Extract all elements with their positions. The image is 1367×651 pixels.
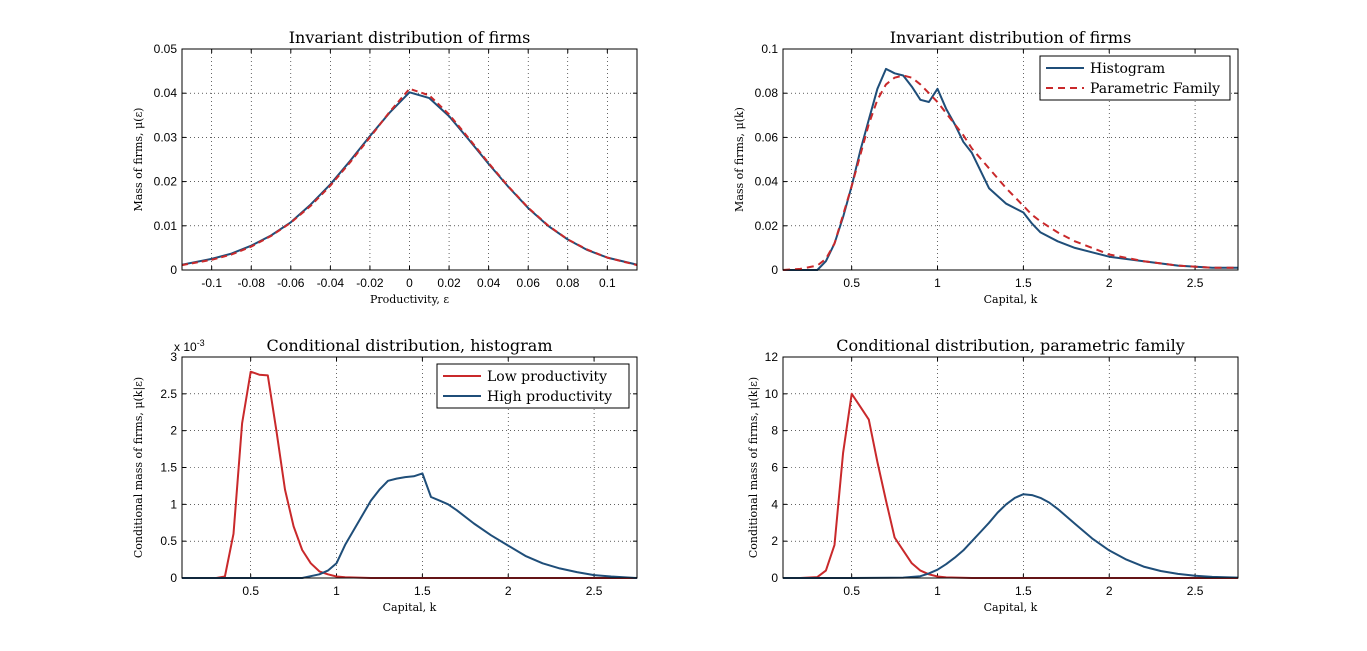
y-tick-label: 0.04 bbox=[154, 86, 178, 100]
y-tick-label: 0 bbox=[170, 571, 177, 585]
series-line-high-productivity bbox=[182, 472, 638, 579]
x-tick-label: 0.5 bbox=[242, 584, 259, 598]
legend-label: Low productivity bbox=[487, 369, 607, 385]
legend: Low productivity High productivity bbox=[436, 363, 630, 409]
chart-4: 0.5 1 1.5 2 2.5 0 2 4 6 8 10 12 Conditional distribu… bbox=[747, 336, 1239, 614]
y-tick-label: 1.5 bbox=[160, 461, 177, 475]
y-tick-label: 1 bbox=[170, 497, 177, 511]
x-tick-label: 2 bbox=[1106, 584, 1113, 598]
y-tick-label: 0 bbox=[771, 571, 778, 585]
y-tick-label: 0.02 bbox=[755, 219, 779, 233]
y-tick-label: 2 bbox=[170, 424, 177, 438]
chart-1: -0.1 -0.08 -0.06 -0.04 -0.02 0 0.02 0.04 0.06 0.0… bbox=[132, 28, 638, 306]
legend-label: Histogram bbox=[1090, 61, 1165, 77]
x-tick-label: 1 bbox=[934, 584, 941, 598]
x-tick-label: 1.5 bbox=[1015, 584, 1032, 598]
chart-title: Invariant distribution of firms bbox=[890, 28, 1132, 47]
y-tick-label: 10 bbox=[765, 387, 779, 401]
plot-area bbox=[182, 49, 637, 270]
x-tick-label: 0.5 bbox=[843, 276, 860, 290]
x-tick-label: 2.5 bbox=[1187, 584, 1204, 598]
y-tick-label: 0 bbox=[170, 263, 177, 277]
y-tick-label: 6 bbox=[771, 461, 778, 475]
x-tick-label: -0.02 bbox=[356, 276, 384, 290]
y-tick-label: 0.04 bbox=[755, 175, 779, 189]
legend-label: Parametric Family bbox=[1090, 81, 1220, 97]
x-tick-label: 1 bbox=[934, 276, 941, 290]
x-axis-label: Productivity, ε bbox=[370, 293, 449, 306]
chart-title: Conditional distribution, histogram bbox=[266, 336, 552, 355]
chart-title: Conditional distribution, parametric fam… bbox=[836, 336, 1185, 355]
x-tick-label: 0.5 bbox=[843, 584, 860, 598]
x-tick-label: 0 bbox=[406, 276, 413, 290]
x-tick-label: 0.1 bbox=[599, 276, 616, 290]
y-tick-label: 4 bbox=[771, 497, 778, 511]
legend-box bbox=[1039, 55, 1231, 101]
y-tick-label: 0.01 bbox=[154, 219, 178, 233]
y-tick-label: 3 bbox=[170, 350, 177, 364]
x-tick-label: 1.5 bbox=[1015, 276, 1032, 290]
y-tick-label: 2 bbox=[771, 534, 778, 548]
series-line-high-productivity bbox=[783, 493, 1239, 579]
axes-frame bbox=[181, 48, 638, 271]
x-tick-label: -0.04 bbox=[317, 276, 345, 290]
grid bbox=[182, 49, 637, 270]
chart-2: 0.5 1 1.5 2 2.5 0 0.02 0.04 0.06 0.08 0.1 Invariant… bbox=[733, 28, 1239, 306]
x-tick-label: 1.5 bbox=[414, 584, 431, 598]
x-tick-label: 2 bbox=[1106, 276, 1113, 290]
legend-box bbox=[436, 363, 630, 409]
axes-frame bbox=[181, 356, 638, 579]
y-tick-label: 0.1 bbox=[761, 42, 778, 56]
y-axis-label: Conditional mass of firms, μ(k|ε) bbox=[132, 377, 146, 558]
y-tick-label: 8 bbox=[771, 424, 778, 438]
x-tick-label: 0.02 bbox=[437, 276, 461, 290]
plot-area bbox=[783, 357, 1238, 578]
series-line-histogram bbox=[783, 67, 1238, 271]
y-tick-label: 0.02 bbox=[154, 175, 178, 189]
x-axis-label: Capital, k bbox=[984, 293, 1038, 306]
legend-label: High productivity bbox=[487, 389, 612, 405]
y-tick-label: 0.5 bbox=[160, 534, 177, 548]
y-axis-label: Conditional mass of firms, μ(k|ε) bbox=[747, 377, 761, 558]
x-tick-label: 1 bbox=[333, 584, 340, 598]
axes-frame bbox=[782, 48, 1239, 271]
x-tick-label: 0.08 bbox=[556, 276, 580, 290]
axes-frame bbox=[782, 356, 1239, 579]
x-tick-label: 0.06 bbox=[517, 276, 541, 290]
x-axis-label: Capital, k bbox=[984, 601, 1038, 614]
x-tick-label: -0.06 bbox=[277, 276, 305, 290]
y-axis-multiplier: x 10-3 bbox=[174, 338, 205, 354]
legend: Histogram Parametric Family bbox=[1039, 55, 1231, 101]
y-tick-label: 0 bbox=[771, 263, 778, 277]
series-line-2 bbox=[181, 87, 638, 267]
x-tick-label: -0.1 bbox=[201, 276, 222, 290]
tick-marks bbox=[182, 48, 637, 271]
y-axis-label: Mass of firms, μ(k) bbox=[733, 107, 746, 212]
y-axis-label: Mass of firms, μ(ε) bbox=[132, 108, 145, 212]
y-tick-label: 12 bbox=[765, 350, 779, 364]
chart-title: Invariant distribution of firms bbox=[289, 28, 531, 47]
y-tick-label: 0.03 bbox=[154, 130, 178, 144]
x-axis-label: Capital, k bbox=[383, 601, 437, 614]
series-line-parametric-family bbox=[782, 74, 1238, 271]
y-tick-label: 2.5 bbox=[160, 387, 177, 401]
y-tick-label: 0.05 bbox=[154, 42, 178, 56]
x-tick-label: 2.5 bbox=[586, 584, 603, 598]
x-tick-label: -0.08 bbox=[238, 276, 266, 290]
x-tick-label: 2 bbox=[505, 584, 512, 598]
y-tick-label: 0.06 bbox=[755, 130, 779, 144]
chart-3: 0.5 1 1.5 2 2.5 0 0.5 1 1.5 2 2.5 3x 10-3 Conditiona… bbox=[132, 336, 638, 614]
x-tick-label: 2.5 bbox=[1187, 276, 1204, 290]
y-tick-label: 0.08 bbox=[755, 86, 779, 100]
x-tick-label: 0.04 bbox=[477, 276, 501, 290]
